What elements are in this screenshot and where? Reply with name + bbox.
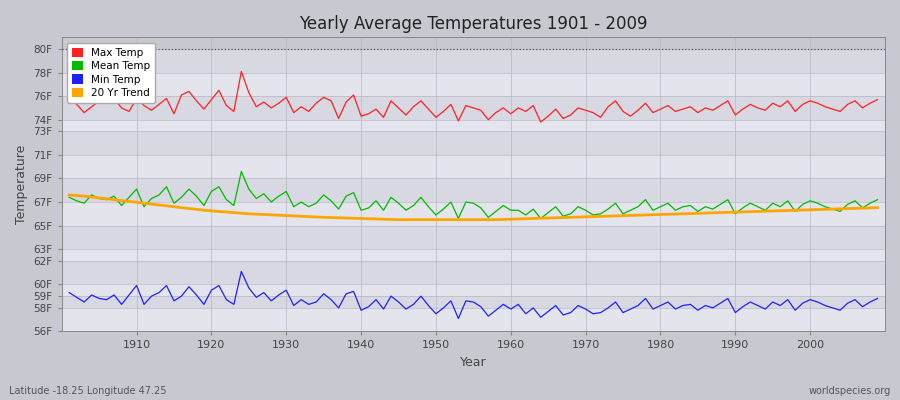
Line: 20 Yr Trend: 20 Yr Trend: [69, 195, 878, 220]
Max Temp: [296, 104, 307, 109]
Bar: [62, 155, 885, 178]
Min Temp: [610, 300, 621, 304]
Min Temp: [513, 302, 524, 307]
Text: Latitude -18.25 Longitude 47.25: Latitude -18.25 Longitude 47.25: [9, 386, 166, 396]
Y-axis label: Temperature: Temperature: [15, 145, 28, 224]
20 Yr Trend: [333, 215, 344, 220]
20 Yr Trend: [872, 205, 883, 210]
20 Yr Trend: [603, 214, 614, 218]
Bar: [62, 49, 885, 73]
Mean Temp: [296, 200, 307, 204]
Min Temp: [296, 297, 307, 302]
Min Temp: [872, 296, 883, 301]
Legend: Max Temp, Mean Temp, Min Temp, 20 Yr Trend: Max Temp, Mean Temp, Min Temp, 20 Yr Tre…: [67, 42, 155, 103]
Max Temp: [64, 95, 75, 100]
Max Temp: [341, 100, 352, 104]
Min Temp: [520, 311, 531, 316]
20 Yr Trend: [506, 217, 517, 222]
20 Yr Trend: [123, 199, 134, 204]
Max Temp: [610, 98, 621, 103]
Max Temp: [123, 109, 134, 114]
Bar: [62, 73, 885, 96]
Line: Max Temp: Max Temp: [69, 72, 878, 122]
Min Temp: [123, 292, 134, 297]
Bar: [62, 178, 885, 202]
Bar: [62, 296, 885, 308]
Min Temp: [236, 269, 247, 274]
Mean Temp: [123, 195, 134, 200]
Bar: [62, 308, 885, 332]
Min Temp: [64, 290, 75, 295]
Text: worldspecies.org: worldspecies.org: [809, 386, 891, 396]
Mean Temp: [513, 208, 524, 213]
Title: Yearly Average Temperatures 1901 - 2009: Yearly Average Temperatures 1901 - 2009: [299, 15, 648, 33]
Line: Mean Temp: Mean Temp: [69, 172, 878, 218]
20 Yr Trend: [288, 214, 299, 218]
Mean Temp: [64, 195, 75, 200]
X-axis label: Year: Year: [460, 356, 487, 369]
Bar: [62, 120, 885, 132]
Min Temp: [341, 291, 352, 296]
Max Temp: [872, 97, 883, 102]
Mean Temp: [236, 169, 247, 174]
Bar: [62, 96, 885, 120]
Max Temp: [236, 69, 247, 74]
Mean Temp: [520, 212, 531, 217]
20 Yr Trend: [64, 192, 75, 197]
Mean Temp: [610, 201, 621, 206]
Mean Temp: [341, 194, 352, 198]
Bar: [62, 132, 885, 155]
20 Yr Trend: [393, 217, 404, 222]
Mean Temp: [872, 197, 883, 202]
Bar: [62, 202, 885, 226]
Bar: [62, 261, 885, 284]
Max Temp: [513, 106, 524, 110]
Bar: [62, 284, 885, 296]
Min Temp: [453, 316, 464, 321]
Max Temp: [536, 120, 546, 124]
Line: Min Temp: Min Temp: [69, 272, 878, 318]
Bar: [62, 249, 885, 261]
20 Yr Trend: [513, 216, 524, 221]
Mean Temp: [453, 216, 464, 221]
Max Temp: [506, 111, 517, 116]
Bar: [62, 226, 885, 249]
